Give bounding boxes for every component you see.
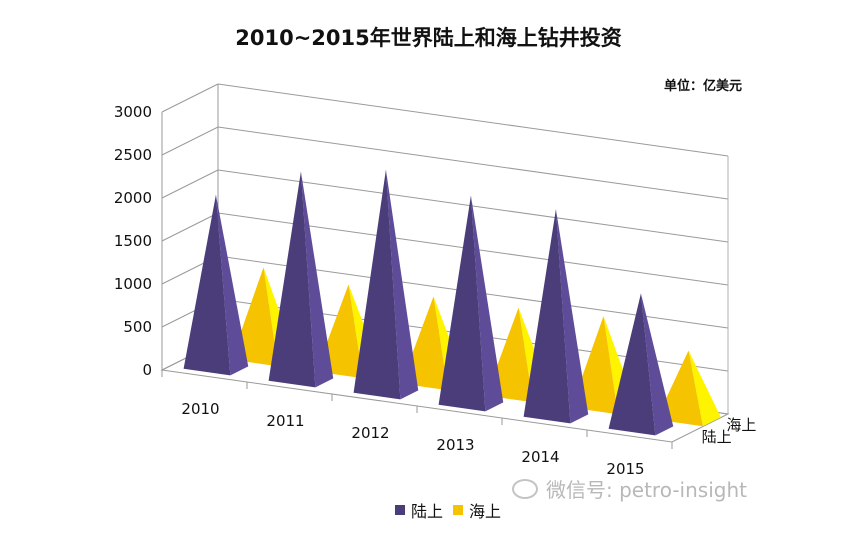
bar-onshore-2012-front-face bbox=[353, 169, 401, 400]
bar-onshore-2013-side-face bbox=[470, 195, 504, 412]
y-tick-label: 2500 bbox=[114, 146, 152, 164]
legend-swatch-offshore bbox=[453, 505, 464, 515]
bar-onshore-2013 bbox=[438, 195, 504, 412]
bar-onshore-2012 bbox=[353, 169, 419, 400]
side-gridline bbox=[161, 83, 219, 113]
bar-offshore-2015-side-face bbox=[688, 350, 721, 427]
gridline bbox=[217, 83, 729, 157]
side-gridline bbox=[161, 169, 219, 199]
gridline bbox=[217, 169, 729, 243]
bar-onshore-2014-front-face bbox=[523, 209, 571, 424]
watermark-text: 微信号: petro-insight bbox=[546, 478, 747, 502]
legend-item-onshore: 陆上 bbox=[395, 498, 443, 522]
bar-onshore-2014 bbox=[523, 209, 589, 424]
gridline bbox=[217, 126, 729, 200]
y-tick-label: 1000 bbox=[114, 275, 152, 293]
wechat-icon bbox=[512, 478, 538, 499]
bar-onshore-2011-front-face bbox=[268, 171, 316, 388]
bar-onshore-2014-side-face bbox=[555, 209, 589, 424]
legend-label-offshore: 海上 bbox=[469, 502, 502, 521]
bar-onshore-2011 bbox=[268, 171, 334, 388]
watermark: 微信号: petro-insight bbox=[512, 474, 747, 503]
legend-swatch-onshore bbox=[395, 505, 405, 515]
y-tick-label: 500 bbox=[123, 318, 152, 336]
depth-axis-label: 海上 bbox=[726, 416, 756, 434]
x-tick-label: 2015 bbox=[606, 460, 644, 478]
x-tick-label: 2013 bbox=[436, 436, 474, 454]
y-tick-label: 0 bbox=[142, 361, 152, 379]
bar-onshore-2015-front-face bbox=[608, 293, 656, 436]
bar-onshore-2013-front-face bbox=[438, 195, 486, 412]
unit-label: 单位：亿美元 bbox=[663, 79, 742, 94]
bar-onshore-2010-side-face bbox=[215, 194, 249, 376]
x-tick-label: 2014 bbox=[521, 448, 559, 466]
side-gridline bbox=[161, 126, 219, 156]
bar-onshore-2010-front-face bbox=[183, 194, 231, 376]
bar-onshore-2015 bbox=[608, 293, 674, 436]
bar-onshore-2012-side-face bbox=[385, 169, 419, 400]
x-tick-label: 2012 bbox=[351, 424, 389, 442]
depth-axis-label: 陆上 bbox=[702, 428, 732, 446]
x-tick-label: 2010 bbox=[181, 400, 219, 418]
legend-label-onshore: 陆上 bbox=[411, 502, 444, 521]
bar-onshore-2011-side-face bbox=[300, 171, 334, 388]
chart-title: 2010~2015年世界陆上和海上钻井投资 bbox=[235, 26, 622, 50]
y-tick-label: 3000 bbox=[114, 103, 152, 121]
x-tick-label: 2011 bbox=[266, 412, 304, 430]
bar-onshore-2015-side-face bbox=[640, 293, 674, 436]
y-tick-label: 1500 bbox=[114, 232, 152, 250]
side-gridline bbox=[161, 212, 219, 242]
legend: 陆上 海上 bbox=[395, 498, 501, 522]
legend-item-offshore: 海上 bbox=[453, 498, 501, 522]
y-tick-label: 2000 bbox=[114, 189, 152, 207]
bar-onshore-2010 bbox=[183, 194, 249, 376]
